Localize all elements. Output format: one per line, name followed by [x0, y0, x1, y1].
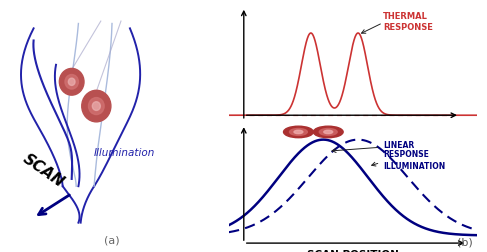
Text: SCAN: SCAN — [20, 150, 67, 190]
Circle shape — [319, 129, 337, 136]
Text: RESPONSE: RESPONSE — [383, 23, 433, 32]
Circle shape — [289, 129, 307, 136]
Text: SCAN POSITION: SCAN POSITION — [307, 249, 399, 252]
Text: RESPONSE: RESPONSE — [383, 150, 429, 159]
Text: Illumination: Illumination — [94, 147, 155, 157]
Circle shape — [93, 102, 100, 111]
Circle shape — [89, 98, 104, 115]
Circle shape — [59, 69, 84, 96]
Circle shape — [68, 79, 75, 86]
Text: ILLUMINATION: ILLUMINATION — [383, 161, 445, 170]
Circle shape — [313, 127, 343, 138]
Circle shape — [283, 127, 313, 138]
Text: THERMAL: THERMAL — [383, 12, 428, 20]
Circle shape — [82, 91, 111, 122]
Circle shape — [324, 131, 333, 134]
Text: LINEAR: LINEAR — [383, 140, 414, 149]
Text: (a): (a) — [104, 234, 120, 244]
Circle shape — [65, 75, 78, 90]
Text: (b): (b) — [457, 236, 472, 246]
Circle shape — [294, 131, 303, 134]
